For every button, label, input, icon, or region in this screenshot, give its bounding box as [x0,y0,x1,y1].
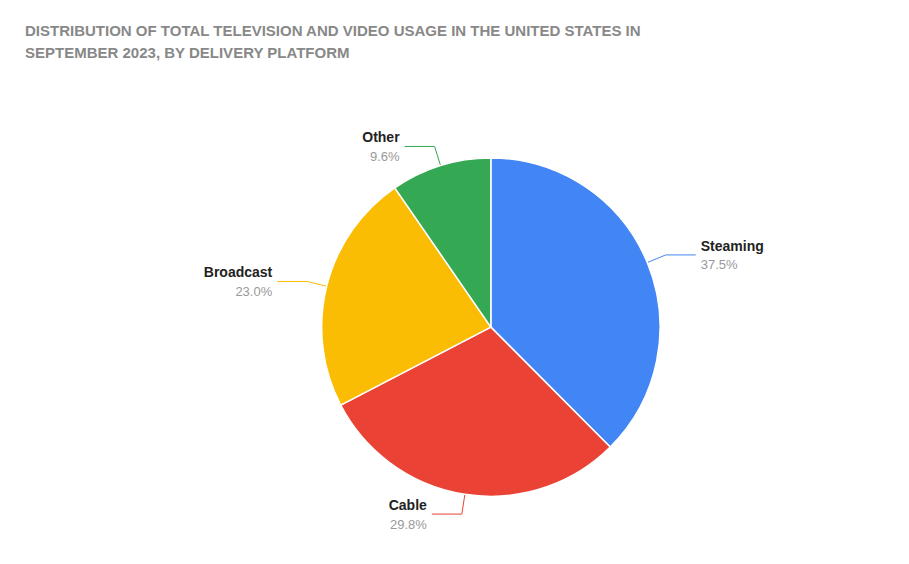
svg-text:SEPTEMBER 2023, BY DELIVERY PL: SEPTEMBER 2023, BY DELIVERY PLATFORM [25,44,350,61]
svg-text:9.6%: 9.6% [370,149,400,164]
svg-text:Other: Other [362,129,400,145]
svg-text:Steaming: Steaming [701,238,764,254]
svg-text:Cable: Cable [389,497,427,513]
svg-text:Broadcast: Broadcast [204,264,273,280]
svg-text:29.8%: 29.8% [390,517,427,532]
svg-text:DISTRIBUTION OF TOTAL TELEVISI: DISTRIBUTION OF TOTAL TELEVISION AND VID… [25,22,641,39]
svg-text:37.5%: 37.5% [701,257,738,272]
svg-text:23.0%: 23.0% [235,284,272,299]
